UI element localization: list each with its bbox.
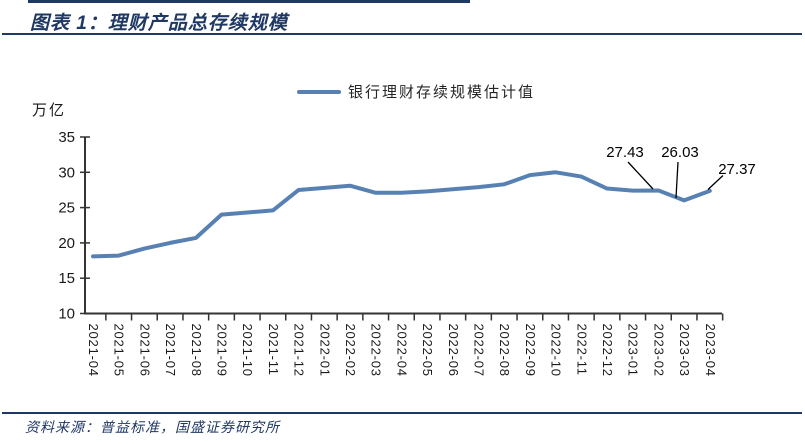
x-tick-label: 2022-06	[446, 324, 461, 377]
y-tick-label: 25	[58, 200, 75, 217]
annotation-leader-line	[627, 161, 654, 190]
source-text: 资料来源：普益标准，国盛证券研究所	[25, 419, 280, 435]
y-tick-label: 20	[58, 235, 75, 252]
x-tick-label: 2022-08	[497, 324, 512, 377]
x-tick-label: 2021-09	[215, 324, 230, 377]
x-tick-label: 2022-11	[574, 324, 589, 376]
x-tick-label: 2022-02	[343, 324, 358, 377]
annotation-label: 26.03	[661, 144, 699, 161]
annotation-leader-line	[707, 175, 724, 190]
title-divider	[2, 33, 802, 35]
x-tick-label: 2021-08	[189, 324, 204, 377]
chart-title: 图表 1：理财产品总存续规模	[30, 13, 288, 34]
axes	[84, 137, 722, 315]
footer-divider	[2, 412, 802, 414]
x-tick-label: 2023-02	[651, 324, 666, 377]
y-tick-label: 10	[58, 306, 75, 323]
x-tick-label: 2021-11	[266, 324, 281, 376]
y-tick-label: 15	[58, 270, 75, 287]
y-tick-label: 30	[58, 164, 75, 181]
x-tick-label: 2022-12	[600, 324, 615, 377]
series-line	[91, 170, 712, 259]
x-tick-label: 2021-10	[240, 324, 255, 377]
legend-line-swatch	[297, 89, 341, 94]
y-tick-label: 35	[58, 129, 75, 146]
x-tick-label: 2023-01	[626, 324, 641, 377]
annotation-label: 27.43	[606, 144, 644, 161]
x-tick-label: 2021-04	[86, 324, 101, 377]
x-tick-label: 2023-03	[677, 324, 692, 377]
x-tick-label: 2021-07	[163, 324, 178, 377]
x-tick-label: 2022-01	[317, 324, 332, 377]
y-axis-unit-label: 万亿	[32, 102, 67, 119]
x-tick-label: 2021-05	[112, 324, 127, 377]
x-tick-label: 2022-10	[549, 324, 564, 377]
x-tick-label: 2022-07	[472, 324, 487, 377]
x-tick-label: 2021-12	[292, 324, 307, 377]
x-tick-label: 2021-06	[137, 324, 152, 377]
legend-label: 银行理财存续规模估计值	[348, 84, 536, 101]
annotation-leader-line	[675, 161, 679, 199]
x-tick-label: 2022-03	[369, 324, 384, 377]
x-tick-label: 2022-04	[394, 324, 409, 377]
x-tick-label: 2022-05	[420, 324, 435, 377]
x-tick-label: 2022-09	[523, 324, 538, 377]
x-tick-label: 2023-04	[703, 324, 718, 377]
annotation-label: 27.37	[718, 161, 756, 178]
legend: 银行理财存续规模估计值	[297, 81, 535, 102]
top-accent-bar	[28, 0, 470, 3]
